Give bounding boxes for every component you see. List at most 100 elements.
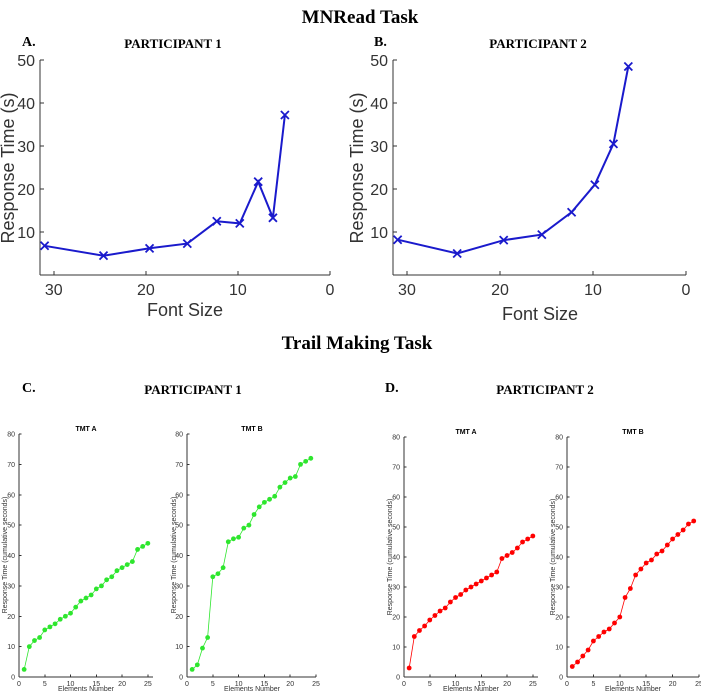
data-point-marker — [489, 572, 495, 578]
chart-title: TMT B — [241, 426, 262, 433]
data-point-marker — [78, 598, 84, 604]
data-point-marker — [654, 551, 660, 557]
data-point-marker — [241, 525, 247, 531]
data-point-marker — [251, 512, 257, 517]
x-tick-label: 10 — [452, 681, 460, 688]
data-point-marker — [135, 547, 140, 552]
data-point-marker — [458, 592, 464, 597]
data-point-marker — [253, 177, 263, 187]
y-tick-label: 20 — [370, 182, 388, 199]
data-point-marker — [617, 614, 623, 620]
chart-tmt-a-participant-2: 0 10 20 30 40 50 60 70 80 0 5 10 15 20 25 Elements Numb… — [387, 429, 538, 693]
y-tick-label: 40 — [370, 96, 388, 113]
data-point-marker — [42, 627, 48, 633]
data-point-marker — [537, 229, 547, 240]
y-tick-label: 80 — [555, 435, 563, 442]
data-point-marker — [182, 238, 192, 249]
y-tick-label: 10 — [555, 645, 563, 652]
data-point-marker — [670, 536, 675, 542]
y-tick-label: 80 — [392, 435, 400, 442]
data-point-marker — [417, 628, 422, 633]
y-tick-label: 0 — [396, 675, 400, 682]
series-line — [572, 520, 694, 667]
data-point-marker — [622, 595, 628, 600]
data-point-marker — [308, 455, 314, 461]
x-tick-label: 5 — [211, 681, 215, 688]
data-point-marker — [93, 586, 99, 592]
chart-mnread-participant-2: 10 20 30 40 50 30 20 10 0 Font Size Response Time … — [347, 53, 691, 324]
data-point-marker — [114, 568, 120, 574]
data-point-marker — [638, 566, 644, 572]
x-tick-label: 10 — [616, 681, 624, 688]
series-line — [44, 114, 286, 257]
x-tick-label: 15 — [477, 681, 485, 688]
data-point-marker — [422, 623, 428, 629]
y-tick-label: 40 — [555, 555, 563, 562]
data-point-marker — [494, 569, 500, 575]
y-tick-label: 20 — [175, 614, 183, 621]
data-point-marker — [235, 218, 245, 229]
y-tick-label: 20 — [555, 615, 563, 622]
data-point-marker — [225, 539, 231, 545]
x-tick-label: 20 — [669, 681, 677, 688]
data-point-marker — [569, 664, 575, 669]
data-point-marker — [623, 61, 633, 72]
y-axis-label: Response Time (s) — [347, 92, 367, 243]
y-tick-label: 50 — [7, 523, 15, 530]
y-tick-label: 70 — [555, 465, 563, 472]
panel-letter-b: B. — [374, 35, 387, 50]
data-point-marker — [473, 581, 479, 587]
y-tick-label: 50 — [392, 525, 400, 532]
data-point-marker — [525, 536, 531, 542]
x-tick-label: 25 — [529, 681, 537, 688]
data-point-marker — [601, 629, 607, 635]
data-point-marker — [129, 559, 135, 564]
data-point-marker — [499, 235, 509, 245]
data-point-marker — [104, 577, 110, 583]
data-point-marker — [220, 565, 226, 571]
data-point-marker — [575, 659, 580, 665]
y-tick-label: 70 — [175, 462, 183, 469]
x-tick-label: 20 — [503, 681, 511, 688]
x-axis-label: Elements Number — [443, 686, 500, 693]
data-point-marker — [452, 248, 462, 259]
data-point-marker — [298, 461, 303, 467]
y-tick-label: 40 — [17, 96, 35, 113]
y-tick-label: 30 — [7, 583, 15, 590]
chart-tmt-b-participant-2: 0 10 20 30 40 50 60 70 80 0 5 10 15 20 25 Elements Numb… — [550, 429, 701, 693]
data-point-marker — [504, 553, 510, 558]
data-point-marker — [680, 527, 686, 533]
x-tick-label: 30 — [45, 282, 63, 299]
data-point-marker — [32, 638, 37, 643]
data-point-marker — [212, 216, 222, 226]
x-tick-label: 20 — [491, 282, 509, 299]
y-axis-label: Response Time (cumulative seconds) — [171, 497, 178, 614]
y-tick-label: 10 — [392, 645, 400, 652]
data-point-marker — [83, 595, 89, 601]
data-point-marker — [447, 599, 453, 605]
y-tick-label: 80 — [175, 432, 183, 439]
x-tick-label: 15 — [261, 681, 269, 688]
data-point-marker — [287, 475, 293, 481]
data-point-marker — [627, 586, 633, 591]
y-tick-label: 80 — [7, 432, 15, 439]
data-point-marker — [144, 243, 155, 253]
x-tick-label: 25 — [695, 681, 701, 688]
data-point-marker — [109, 574, 115, 580]
data-point-marker — [47, 624, 53, 630]
data-point-marker — [509, 550, 515, 555]
x-tick-label: 0 — [17, 681, 21, 688]
y-tick-label: 10 — [17, 225, 35, 242]
y-tick-label: 30 — [392, 585, 400, 592]
y-tick-label: 70 — [392, 465, 400, 472]
chart-title: TMT B — [622, 429, 643, 436]
data-point-marker — [411, 634, 417, 639]
data-point-marker — [606, 626, 612, 632]
data-point-marker — [437, 608, 443, 614]
chart-tmt-a-participant-1: 0 10 20 30 40 50 60 70 80 0 5 10 15 20 25 Elements Numb… — [2, 426, 153, 693]
data-point-marker — [145, 540, 151, 546]
y-tick-label: 20 — [392, 615, 400, 622]
participant-heading-a: PARTICIPANT 1 — [124, 36, 221, 51]
data-point-marker — [520, 539, 525, 545]
